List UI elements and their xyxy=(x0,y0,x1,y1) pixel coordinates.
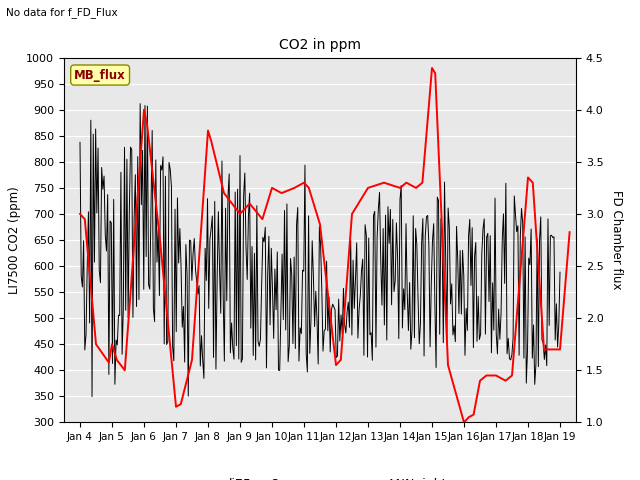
Legend: li75_co2_ppm, er_ANNnight: li75_co2_ppm, er_ANNnight xyxy=(188,473,452,480)
Text: MB_flux: MB_flux xyxy=(74,69,126,82)
Y-axis label: FD Chamber flux: FD Chamber flux xyxy=(610,190,623,290)
Title: CO2 in ppm: CO2 in ppm xyxy=(279,38,361,52)
Text: No data for f_FD_Flux: No data for f_FD_Flux xyxy=(6,7,118,18)
Y-axis label: LI7500 CO2 (ppm): LI7500 CO2 (ppm) xyxy=(8,186,20,294)
